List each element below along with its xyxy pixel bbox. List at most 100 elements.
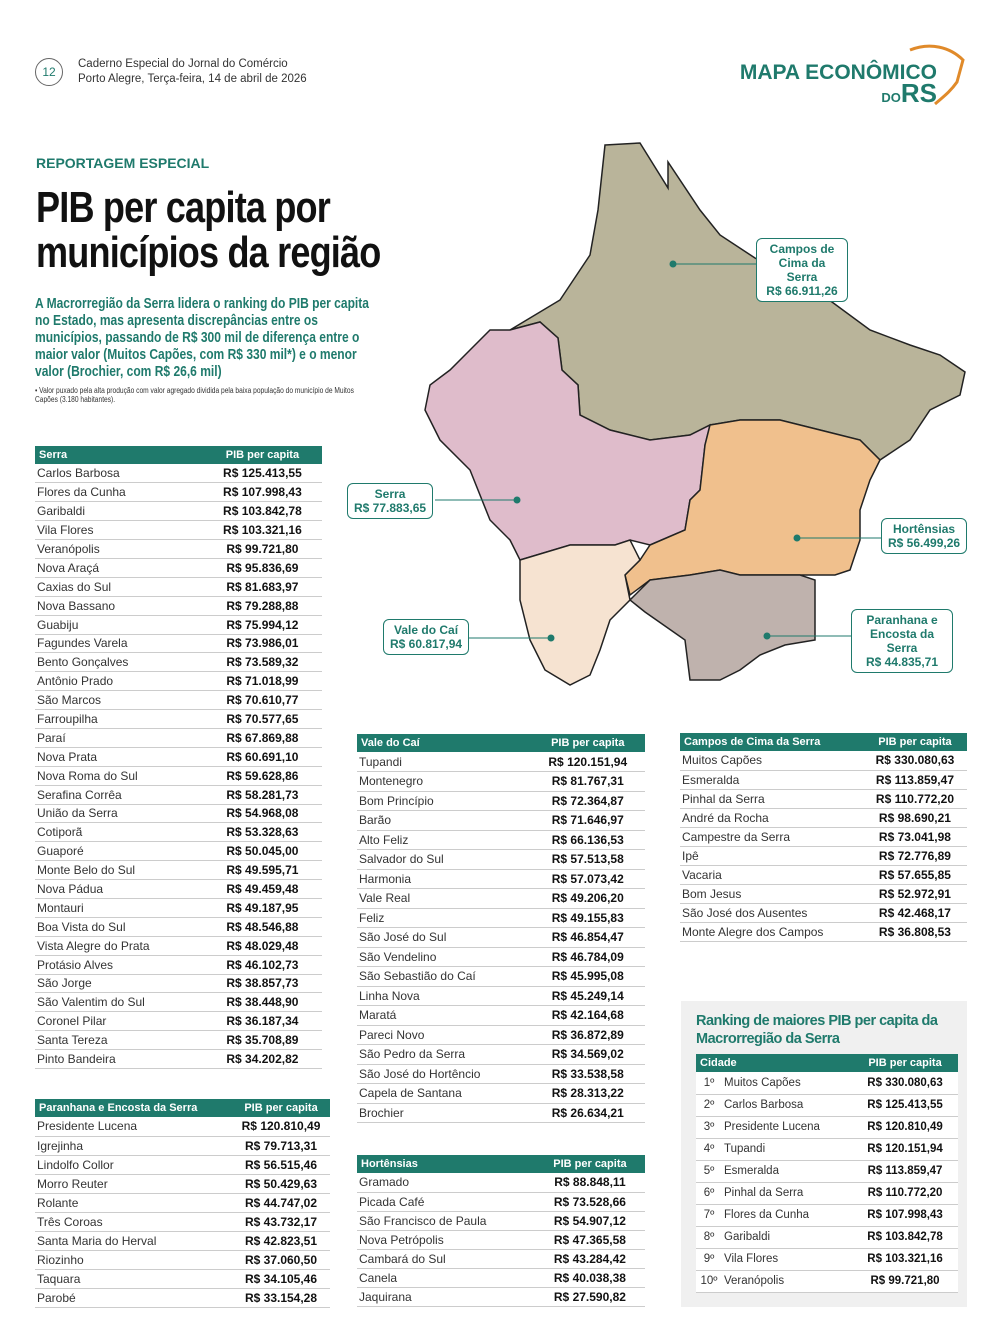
table-row: Vila Flores R$ 103.321,16: [35, 520, 322, 541]
pib-value: R$ 42.164,68: [530, 1005, 645, 1026]
pib-value: R$ 26.634,21: [530, 1103, 645, 1123]
rank-city: Pinhal da Serra: [722, 1182, 853, 1205]
municipality: São Pedro da Serra: [357, 1044, 531, 1065]
publication-info: Caderno Especial do Jornal do Comércio P…: [78, 57, 307, 87]
pib-value: R$ 54.907,12: [534, 1211, 645, 1231]
table-row: Presidente Lucena R$ 120.810,49: [35, 1117, 330, 1137]
table-row: Monte Alegre dos Campos R$ 36.808,53: [680, 922, 967, 942]
page-number: 12: [35, 58, 63, 86]
table-row: Nova Araçá R$ 95.836,69: [35, 558, 322, 578]
table-title: Paranhana e Encosta da Serra: [35, 1099, 233, 1117]
pib-value: R$ 46.784,09: [530, 947, 645, 967]
municipality: Nova Petrópolis: [357, 1230, 535, 1250]
pib-value: R$ 70.610,77: [202, 690, 322, 711]
rank-value: R$ 99.721,80: [852, 1270, 958, 1293]
pib-value: R$ 53.328,63: [202, 822, 322, 843]
pib-value: R$ 66.136,53: [530, 830, 645, 850]
rank-position: 6º: [696, 1182, 722, 1205]
callout-vale-do-cai: Vale do Caí R$ 60.817,94: [383, 619, 470, 655]
table-row: Boa Vista do Sul R$ 48.546,88: [35, 917, 322, 937]
table-row: São Sebastião do Caí R$ 45.995,08: [357, 966, 645, 987]
table-row: Esmeralda R$ 113.859,47: [680, 770, 967, 790]
pib-value: R$ 49.459,48: [202, 879, 322, 899]
rank-value: R$ 110.772,20: [852, 1182, 958, 1205]
table-campos: Campos de Cima da Serra PIB per capita Mui…: [680, 733, 967, 942]
table-row: Canela R$ 40.038,38: [357, 1268, 645, 1288]
municipality: União da Serra: [35, 804, 203, 824]
pib-value: R$ 42.468,17: [862, 903, 967, 923]
municipality: Harmonia: [357, 869, 531, 889]
municipality: Serafina Corrêa: [35, 785, 203, 805]
pib-value: R$ 49.206,20: [530, 888, 645, 909]
municipality: Bom Jesus: [680, 884, 863, 904]
ranking-row: 5º Esmeralda R$ 113.859,47: [696, 1160, 958, 1183]
pib-value: R$ 330.080,63: [862, 751, 967, 771]
table-row: Bom Princípio R$ 72.364,87: [357, 791, 645, 811]
pib-value: R$ 95.836,69: [202, 558, 322, 578]
table-row: Tupandi R$ 120.151,94: [357, 752, 645, 772]
table-row: São Francisco de Paula R$ 54.907,12: [357, 1211, 645, 1231]
table-row: Vale Real R$ 49.206,20: [357, 888, 645, 909]
municipality: Protásio Alves: [35, 955, 203, 975]
pib-value: R$ 54.968,08: [202, 804, 322, 824]
table-title: Campos de Cima da Serra: [680, 733, 863, 751]
table-row: Pareci Novo R$ 36.872,89: [357, 1025, 645, 1045]
table-row: Taquara R$ 34.105,46: [35, 1269, 330, 1289]
municipality: Nova Pádua: [35, 879, 203, 899]
callout-value: R$ 66.911,26: [766, 284, 838, 298]
table-row: Cotiporã R$ 53.328,63: [35, 822, 322, 843]
municipality: Vale Real: [357, 888, 531, 909]
ranking-row: 6º Pinhal da Serra R$ 110.772,20: [696, 1182, 958, 1205]
table-row: Serafina Corrêa R$ 58.281,73: [35, 785, 322, 805]
municipality: Montauri: [35, 898, 203, 918]
rank-city: Vila Flores: [722, 1248, 853, 1271]
callout-name: Hortênsias: [893, 522, 956, 536]
table-row: Guaporé R$ 50.045,00: [35, 841, 322, 862]
region-map: [424, 142, 966, 686]
municipality: Esmeralda: [680, 770, 863, 790]
pib-value: R$ 113.859,47: [862, 770, 967, 790]
municipality: Picada Café: [357, 1192, 535, 1212]
municipality: Taquara: [35, 1269, 233, 1289]
pib-value: R$ 46.102,73: [202, 955, 322, 975]
municipality: Linha Nova: [357, 986, 531, 1006]
table-row: Feliz R$ 49.155,83: [357, 908, 645, 928]
map-region-paranhana[interactable]: [628, 569, 816, 681]
municipality: Farroupilha: [35, 709, 203, 729]
table-row: Salvador do Sul R$ 57.513,58: [357, 849, 645, 870]
municipality: Nova Prata: [35, 747, 203, 767]
municipality: Boa Vista do Sul: [35, 917, 203, 937]
rank-value: R$ 103.321,16: [852, 1248, 958, 1271]
callout-serra: Serra R$ 77.883,65: [347, 483, 434, 519]
pib-value: R$ 48.546,88: [202, 917, 322, 937]
municipality: Salvador do Sul: [357, 849, 531, 870]
column-header: PIB per capita: [862, 733, 967, 751]
rank-value: R$ 120.151,94: [852, 1138, 958, 1161]
municipality: Cotiporã: [35, 822, 203, 843]
pib-value: R$ 73.041,98: [862, 827, 967, 847]
callout-name: Paranhana e Encosta da Serra: [866, 613, 938, 655]
table-row: Nova Prata R$ 60.691,10: [35, 747, 322, 767]
table-row: Veranópolis R$ 99.721,80: [35, 539, 322, 559]
table-row: Nova Bassano R$ 79.288,88: [35, 596, 322, 616]
pib-value: R$ 50.045,00: [202, 841, 322, 862]
municipality: Nova Araçá: [35, 558, 203, 578]
rank-city: Flores da Cunha: [722, 1204, 853, 1227]
rank-city: Veranópolis: [722, 1270, 853, 1293]
municipality: Carlos Barbosa: [35, 464, 203, 484]
pib-value: R$ 36.808,53: [862, 922, 967, 942]
pib-value: R$ 59.628,86: [202, 766, 322, 786]
callout-value: R$ 56.499,26: [888, 536, 961, 550]
table-row: São Valentim do Sul R$ 38.448,90: [35, 992, 322, 1013]
pib-value: R$ 38.448,90: [202, 992, 322, 1013]
ranking-row: 4º Tupandi R$ 120.151,94: [696, 1138, 958, 1161]
pib-value: R$ 103.842,78: [202, 501, 322, 522]
table-row: Linha Nova R$ 45.249,14: [357, 986, 645, 1006]
municipality: São Jorge: [35, 974, 203, 994]
municipality: André da Rocha: [680, 808, 863, 828]
map-region-vale-do-cai[interactable]: [519, 539, 641, 686]
rank-value: R$ 330.080,63: [852, 1072, 958, 1095]
municipality: Bom Princípio: [357, 791, 531, 811]
lead-text: A Macrorregião da Serra lidera o ranking…: [35, 296, 369, 380]
pib-value: R$ 67.869,88: [202, 728, 322, 748]
